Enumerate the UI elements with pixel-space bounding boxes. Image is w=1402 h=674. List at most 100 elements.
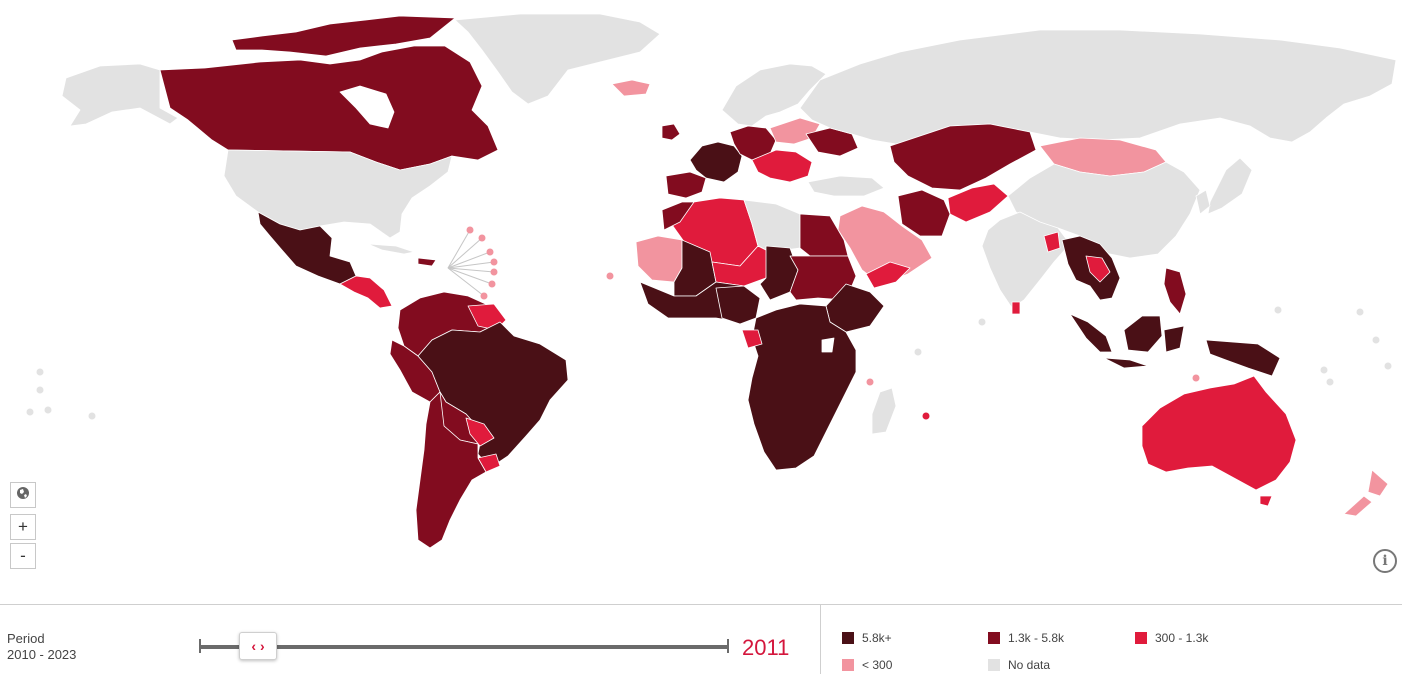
globe-button[interactable]	[10, 482, 36, 508]
region-west-sahara[interactable]	[635, 235, 683, 283]
island-marker	[1384, 362, 1392, 370]
legend-swatch	[842, 659, 854, 671]
island-marker	[88, 412, 96, 420]
region-scandinavia[interactable]	[721, 63, 827, 127]
callout-line	[447, 267, 485, 297]
small-islands-callouts	[26, 226, 1392, 420]
island-marker	[480, 292, 488, 300]
region-turkey[interactable]	[807, 175, 885, 197]
region-sri-lanka[interactable]	[1011, 301, 1021, 315]
slider-track[interactable]	[200, 645, 729, 649]
region-greenland[interactable]	[454, 13, 661, 105]
region-new-zealand-south[interactable]	[1343, 495, 1373, 517]
region-russia[interactable]	[799, 29, 1397, 145]
world-map-svg[interactable]	[0, 0, 1402, 604]
slider-handle[interactable]: ‹ ›	[239, 632, 277, 660]
legend-label: 5.8k+	[862, 631, 892, 645]
region-new-zealand[interactable]	[1367, 469, 1389, 497]
legend-swatch	[1135, 632, 1147, 644]
region-alaska[interactable]	[61, 63, 179, 127]
region-central-africa[interactable]	[747, 303, 857, 471]
region-chad[interactable]	[759, 245, 799, 301]
zoom-out-button[interactable]: -	[10, 543, 36, 569]
legend-item[interactable]: 300 - 1.3k	[1135, 631, 1208, 645]
region-gabon-cameroon[interactable]	[741, 329, 763, 349]
island-marker	[1274, 306, 1282, 314]
callout-line	[447, 267, 495, 273]
region-caribbean[interactable]	[367, 243, 415, 255]
legend-label: 1.3k - 5.8k	[1008, 631, 1065, 645]
region-southern-europe[interactable]	[751, 149, 813, 183]
region-java[interactable]	[1103, 357, 1149, 369]
region-morocco[interactable]	[661, 201, 695, 231]
region-japan[interactable]	[1207, 157, 1253, 215]
island-marker	[1320, 366, 1328, 374]
region-arctic-islands[interactable]	[231, 15, 456, 57]
period-range: 2010 - 2023	[7, 647, 77, 662]
region-central-asia[interactable]	[889, 123, 1037, 191]
region-korea[interactable]	[1195, 189, 1211, 215]
region-iran[interactable]	[897, 189, 951, 237]
island-marker	[1326, 378, 1334, 386]
legend-item[interactable]: < 300	[842, 658, 892, 672]
callout-line	[447, 251, 491, 269]
globe-icon	[16, 485, 30, 505]
info-button[interactable]: i	[1373, 549, 1397, 573]
island-marker	[490, 258, 498, 266]
region-iberia[interactable]	[665, 171, 707, 199]
region-yemen[interactable]	[865, 261, 911, 289]
world-map[interactable]: + - i	[0, 0, 1402, 604]
island-marker	[44, 406, 52, 414]
region-lake-victoria	[821, 337, 835, 353]
callout-line	[447, 237, 483, 269]
island-marker	[922, 412, 930, 420]
slider-start-tick	[199, 639, 201, 653]
region-central-america[interactable]	[339, 275, 393, 309]
legend-swatch	[988, 659, 1000, 671]
region-thailand[interactable]	[1085, 255, 1111, 283]
legend-label: 300 - 1.3k	[1155, 631, 1209, 645]
zoom-in-button[interactable]: +	[10, 514, 36, 540]
region-uk-ireland[interactable]	[661, 123, 681, 141]
region-sudan[interactable]	[789, 255, 857, 301]
legend-item[interactable]: 5.8k+	[842, 631, 892, 645]
region-iceland[interactable]	[611, 79, 651, 97]
legend-item[interactable]: No data	[988, 658, 1050, 672]
legend-swatch	[988, 632, 1000, 644]
region-paraguay[interactable]	[465, 417, 495, 447]
region-arabia[interactable]	[837, 205, 933, 285]
callout-line	[447, 267, 493, 285]
legend-label: < 300	[862, 658, 893, 672]
legend-item[interactable]: 1.3k - 5.8k	[988, 631, 1064, 645]
chevron-left-right-icon: ‹ ›	[251, 638, 265, 654]
region-hispaniola[interactable]	[417, 257, 437, 267]
region-tasmania[interactable]	[1259, 495, 1273, 507]
island-marker	[486, 248, 494, 256]
region-afghanistan[interactable]	[947, 183, 1009, 223]
region-malaysia[interactable]	[1069, 313, 1113, 353]
island-marker	[488, 280, 496, 288]
island-marker	[478, 234, 486, 242]
island-marker	[26, 408, 34, 416]
region-borneo[interactable]	[1123, 315, 1163, 353]
selected-year: 2011	[742, 635, 790, 660]
region-hudson-bay	[339, 85, 395, 129]
region-bangladesh[interactable]	[1043, 231, 1061, 253]
legend-label: No data	[1008, 658, 1051, 672]
island-marker	[1372, 336, 1380, 344]
region-nigeria[interactable]	[715, 285, 761, 325]
island-marker	[914, 348, 922, 356]
legend-divider	[820, 605, 821, 674]
legend-swatch	[842, 632, 854, 644]
island-marker	[866, 378, 874, 386]
region-argentina-chile[interactable]	[415, 391, 487, 549]
island-marker	[466, 226, 474, 234]
region-philippines[interactable]	[1163, 267, 1187, 315]
region-indonesia-east[interactable]	[1163, 325, 1185, 353]
region-new-guinea[interactable]	[1205, 339, 1281, 377]
info-icon: i	[1382, 553, 1388, 569]
region-madagascar[interactable]	[871, 387, 897, 435]
region-australia[interactable]	[1141, 375, 1297, 491]
island-marker	[606, 272, 614, 280]
region-western-europe[interactable]	[689, 141, 743, 183]
